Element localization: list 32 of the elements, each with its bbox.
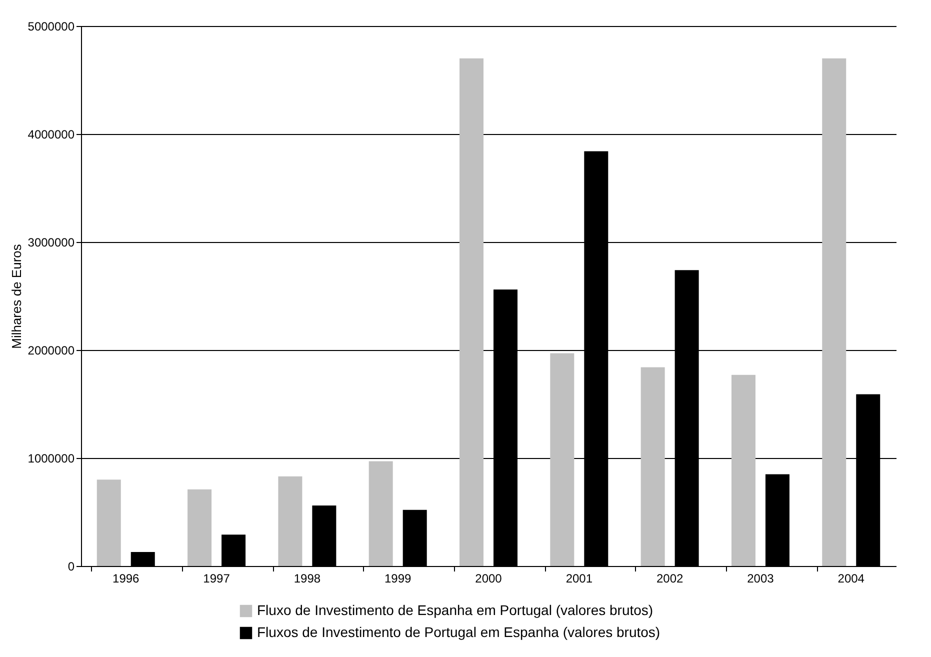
bar: [368, 461, 393, 566]
bar: [312, 506, 336, 566]
x-tick-label: 2002: [656, 572, 684, 586]
x-tick-label: 2000: [475, 572, 502, 586]
bar: [731, 374, 756, 566]
y-tick-label: 4000000: [28, 128, 75, 142]
x-tick-label: 1996: [112, 572, 140, 586]
bar: [96, 480, 121, 566]
bar: [765, 474, 790, 566]
legend-label: Fluxo de Investimento de Espanha em Portugal (valores brutos): [257, 602, 654, 618]
bar: [222, 534, 246, 566]
bar: [402, 510, 427, 566]
y-tick-label: 0: [68, 560, 75, 574]
x-tick-label: 2003: [747, 572, 774, 586]
legend-label: Fluxos de Investimento de Portugal em Espanha (valores brutos): [257, 624, 660, 640]
bar: [550, 353, 574, 566]
y-axis-title: Milhares de Euros: [8, 244, 24, 349]
y-tick-label: 1000000: [28, 452, 75, 466]
bar: [460, 58, 484, 566]
x-tick-label: 2001: [566, 572, 593, 586]
bar: [822, 58, 846, 566]
x-tick-label: 1997: [203, 572, 230, 586]
y-tick-label: 2000000: [28, 344, 75, 358]
bar: [130, 552, 155, 566]
y-tick-label: 5000000: [28, 20, 75, 34]
bar: [188, 489, 212, 566]
x-tick-label: 1998: [294, 572, 321, 586]
bar: [278, 476, 302, 566]
x-tick-label: 1999: [384, 572, 412, 586]
bar: [640, 367, 665, 566]
x-tick-label: 2004: [838, 572, 865, 586]
y-tick-label: 3000000: [28, 236, 75, 250]
